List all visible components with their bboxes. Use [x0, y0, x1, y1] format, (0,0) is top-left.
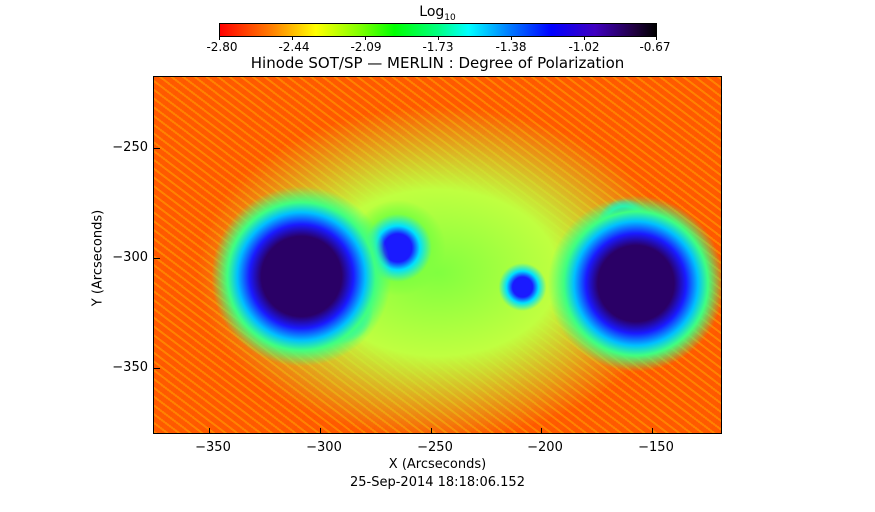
colorbar-tick [292, 36, 293, 40]
y-tick [154, 148, 160, 149]
colorbar [219, 23, 657, 37]
colorbar-tick-label: -1.38 [495, 40, 527, 54]
colorbar-tick [584, 36, 585, 40]
colorbar-label-main: Log [419, 4, 445, 20]
colorbar-label-subscript: 10 [444, 12, 456, 23]
colorbar-tick-label: -1.73 [422, 40, 454, 54]
y-axis-label: Y (Arcseconds) [90, 209, 106, 307]
colorbar-tick-label: -0.67 [639, 40, 671, 54]
colorbar-tick-label: -1.02 [568, 40, 600, 54]
x-tick-label: −250 [417, 440, 453, 455]
x-tick [209, 428, 210, 434]
colorbar-tick [438, 36, 439, 40]
colorbar-tick-label: -2.80 [206, 40, 238, 54]
x-tick-label: −300 [306, 440, 342, 455]
y-tick-label: −300 [112, 250, 148, 265]
x-tick [431, 428, 432, 434]
y-tick [154, 258, 160, 259]
y-tick-label: −350 [112, 360, 148, 375]
x-tick [652, 428, 653, 434]
colorbar-tick-label: -2.09 [350, 40, 382, 54]
colorbar-tick [365, 36, 366, 40]
observation-timestamp: 25-Sep-2014 18:18:06.152 [350, 475, 525, 490]
colorbar-tick [656, 36, 657, 40]
x-tick [320, 428, 321, 434]
plot-title: Hinode SOT/SP — MERLIN : Degree of Polar… [250, 54, 625, 72]
x-tick-label: −350 [195, 440, 231, 455]
x-tick-label: −150 [638, 440, 674, 455]
x-tick-label: −200 [527, 440, 563, 455]
colorbar-tick-label: -2.44 [278, 40, 310, 54]
y-tick [154, 368, 160, 369]
colorbar-label: Log10 [0, 4, 875, 23]
y-tick-label: −250 [112, 140, 148, 155]
x-axis-label: X (Arcseconds) [388, 457, 487, 472]
polarization-map-image [153, 76, 722, 434]
colorbar-tick [219, 36, 220, 40]
x-tick [541, 428, 542, 434]
colorbar-tick [511, 36, 512, 40]
